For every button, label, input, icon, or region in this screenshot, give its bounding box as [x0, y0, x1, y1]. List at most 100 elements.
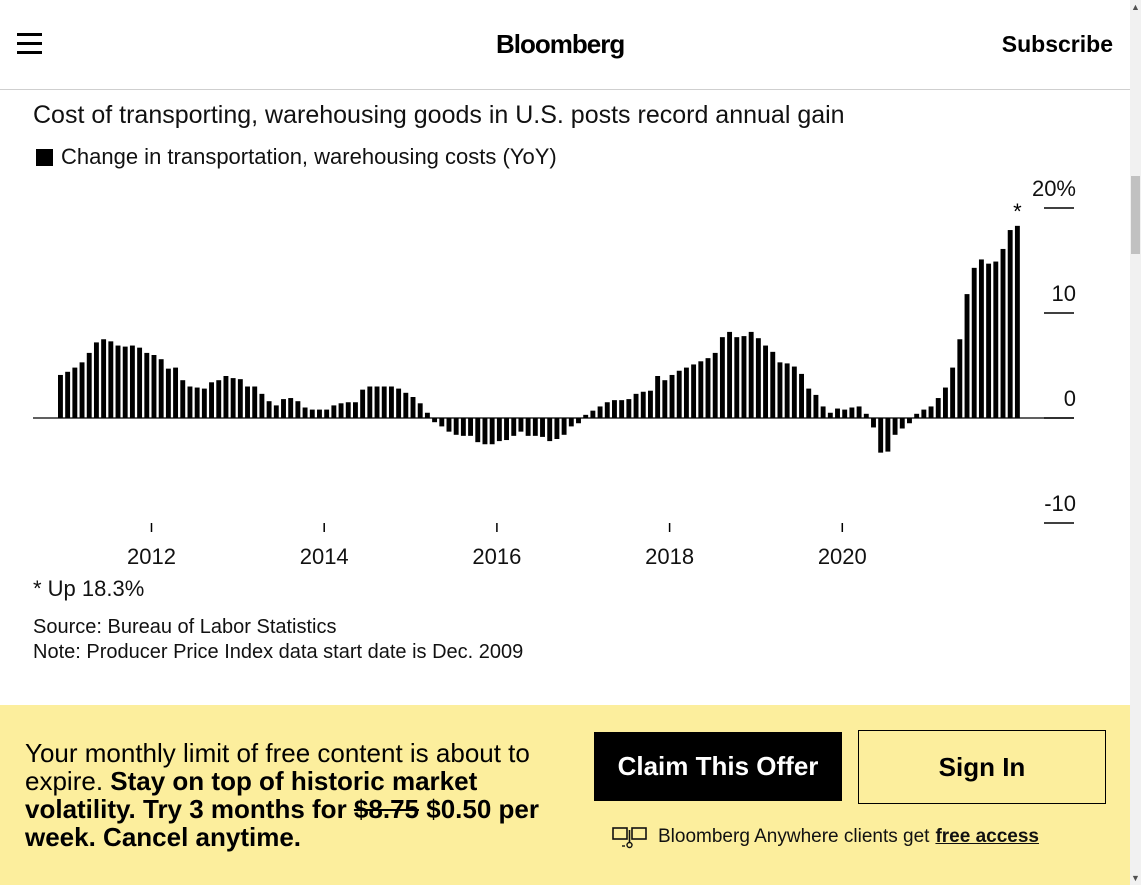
bar: [691, 364, 697, 418]
bar: [856, 406, 862, 418]
x-tick-label: 2014: [300, 544, 349, 569]
subscribe-link[interactable]: Subscribe: [1001, 31, 1113, 57]
bar: [892, 418, 898, 435]
page-scrollbar[interactable]: ▲ ▼: [1130, 0, 1141, 885]
bar: [309, 409, 315, 418]
bar: [439, 418, 445, 427]
bar: [396, 388, 402, 418]
bar: [72, 367, 78, 418]
bar: [741, 336, 747, 418]
bar: [899, 418, 905, 429]
bar: [748, 331, 754, 418]
bar: [489, 418, 495, 445]
bar: [820, 406, 826, 418]
bar: [65, 371, 71, 418]
site-header: Bloomberg Subscribe: [0, 0, 1130, 90]
bar: [295, 401, 301, 418]
bar: [532, 418, 538, 436]
paywall-intro: Your monthly limit of free content is ab…: [25, 738, 530, 796]
bar: [1007, 230, 1013, 418]
bar: [647, 390, 653, 418]
scroll-up-arrow-icon[interactable]: ▲: [1131, 2, 1140, 12]
bloomberg-anywhere-line: Bloomberg Anywhere clients get free acce…: [612, 825, 1039, 849]
bar: [971, 267, 977, 418]
bar: [590, 410, 596, 418]
bar: [799, 373, 804, 418]
bar: [921, 409, 927, 418]
bar: [669, 374, 675, 418]
bar: [151, 355, 157, 418]
sign-in-button[interactable]: Sign In: [858, 730, 1106, 804]
bar: [496, 418, 502, 442]
bar: [568, 418, 574, 427]
bar: [144, 352, 150, 418]
bloomberg-logo[interactable]: Bloomberg: [496, 29, 625, 59]
bar: [216, 380, 222, 418]
bar: [525, 418, 531, 436]
bar: [655, 376, 661, 418]
bar: [547, 418, 553, 442]
bar: [612, 400, 617, 418]
paywall-message: Your monthly limit of free content is ab…: [25, 739, 585, 851]
y-tick-label: 20%: [1032, 176, 1076, 201]
bar: [576, 418, 581, 424]
bar: [324, 409, 330, 418]
claim-offer-button[interactable]: Claim This Offer: [594, 732, 842, 801]
bar: [964, 294, 970, 418]
bar: [201, 388, 207, 418]
chart-source: Source: Bureau of Labor Statistics: [33, 616, 337, 638]
bar: [374, 386, 380, 418]
bar: [950, 367, 956, 418]
bar: [863, 413, 869, 418]
bar: [410, 397, 416, 418]
bar-annotation: *: [1013, 199, 1022, 224]
paywall-banner: Your monthly limit of free content is ab…: [0, 705, 1130, 885]
bar: [928, 406, 934, 418]
legend-label: Change in transportation, warehousing co…: [61, 144, 557, 169]
bar: [353, 402, 358, 418]
bar: [381, 386, 387, 418]
bar: [252, 386, 258, 418]
bar: [101, 339, 107, 418]
bar: [806, 388, 812, 418]
bar: [475, 418, 481, 443]
bar: [734, 337, 740, 418]
bar: [849, 407, 855, 418]
scroll-thumb[interactable]: [1131, 176, 1140, 254]
bar: [360, 389, 366, 418]
scroll-down-arrow-icon[interactable]: ▼: [1131, 873, 1140, 883]
y-tick-label: -10: [1044, 491, 1076, 516]
bar: [223, 376, 229, 418]
bar: [518, 418, 524, 432]
bar: [633, 393, 639, 418]
bar: [115, 345, 121, 418]
bar: [791, 366, 797, 418]
bar: [698, 361, 704, 418]
bar: [345, 402, 351, 418]
bar: [640, 391, 646, 418]
bar: [885, 418, 891, 452]
bar: [158, 359, 164, 418]
bar: [957, 339, 963, 418]
free-access-link[interactable]: free access: [935, 826, 1039, 847]
x-tick-label: 2020: [818, 544, 867, 569]
bar: [230, 378, 236, 418]
bar: [1014, 225, 1020, 418]
bar: [86, 352, 92, 418]
bar: [1000, 248, 1006, 418]
bar: [986, 263, 992, 418]
x-tick-label: 2016: [472, 544, 521, 569]
bar: [712, 352, 718, 418]
bar: [194, 387, 200, 418]
bar: [245, 386, 250, 418]
paywall-old-price: $8.75: [353, 794, 419, 824]
chart-title: Cost of transporting, warehousing goods …: [33, 101, 845, 129]
bar: [108, 341, 114, 418]
bar: [662, 380, 668, 418]
hamburger-menu-icon[interactable]: [17, 33, 42, 57]
bar: [784, 363, 790, 418]
bar: [827, 412, 833, 418]
bar: [187, 386, 193, 418]
bar: [683, 367, 689, 418]
bar: [302, 407, 308, 418]
